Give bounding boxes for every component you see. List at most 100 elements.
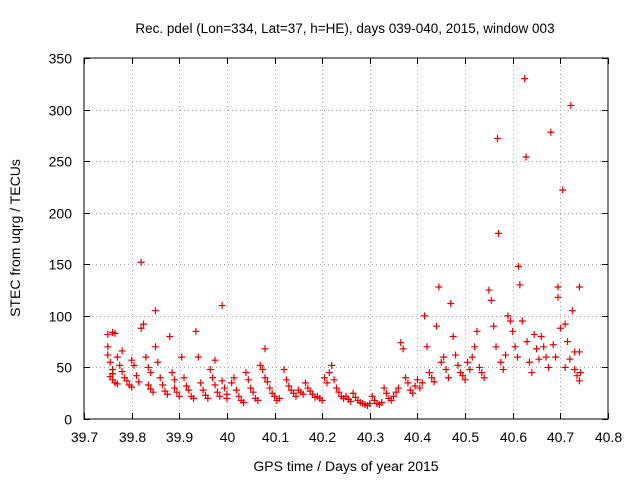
data-point (575, 283, 583, 291)
x-tick-label: 40.4 (404, 429, 431, 445)
data-point (368, 392, 376, 400)
data-point (347, 397, 355, 405)
data-point (118, 368, 126, 376)
data-point (475, 363, 483, 371)
data-point (240, 398, 248, 406)
axis-ticks: 39.7 39.8 39.9 40 40.1 40.2 40.3 40.4 40.5 40.6 40… (49, 51, 623, 446)
data-point (106, 358, 114, 366)
data-point (516, 281, 524, 289)
grid-lines (84, 58, 608, 419)
data-point (147, 369, 155, 377)
data-point (492, 343, 500, 351)
data-point (493, 134, 501, 142)
data-point (513, 353, 521, 361)
data-point (197, 379, 205, 387)
data-point (190, 394, 198, 402)
data-point (418, 379, 426, 387)
data-point (430, 378, 438, 386)
data-point (392, 388, 400, 396)
data-point (275, 394, 283, 402)
data-point (542, 353, 550, 361)
data-point (156, 374, 164, 382)
data-point (254, 396, 262, 404)
data-point (113, 380, 121, 388)
data-point (478, 369, 486, 377)
data-point (437, 358, 445, 366)
data-point (409, 389, 417, 397)
data-point (242, 369, 250, 377)
data-point (521, 75, 529, 83)
data-point (116, 361, 124, 369)
data-point (566, 355, 574, 363)
data-point (292, 392, 300, 400)
data-point (335, 388, 343, 396)
data-point (154, 358, 162, 366)
data-point (118, 347, 126, 355)
data-point (349, 389, 357, 397)
data-point (461, 376, 469, 384)
x-tick-label: 40.2 (309, 429, 336, 445)
data-point (216, 392, 224, 400)
data-point (137, 258, 145, 266)
data-point (576, 369, 584, 377)
data-point (166, 332, 174, 340)
data-point (568, 307, 576, 315)
data-point (506, 317, 514, 325)
data-point (159, 381, 167, 389)
data-point (397, 339, 405, 347)
data-point (537, 332, 545, 340)
data-point (235, 392, 243, 400)
y-axis-label: STEC from uqrg / TECUs (7, 159, 23, 317)
data-point (435, 283, 443, 291)
data-point (416, 384, 424, 392)
data-point (211, 381, 219, 389)
data-point (552, 353, 560, 361)
data-point (132, 372, 140, 380)
data-point (490, 322, 498, 330)
data-point (206, 365, 214, 373)
data-point (280, 365, 288, 373)
data-point (402, 374, 410, 382)
data-point (221, 384, 229, 392)
data-point (428, 374, 436, 382)
data-point (318, 396, 326, 404)
data-point (444, 374, 452, 382)
data-point (454, 361, 462, 369)
data-point (449, 332, 457, 340)
data-point (561, 363, 569, 371)
x-tick-label: 39.9 (166, 429, 193, 445)
data-point (299, 390, 307, 398)
x-tick-label: 40.3 (357, 429, 384, 445)
data-point (480, 374, 488, 382)
data-point (404, 379, 412, 387)
data-point (523, 338, 531, 346)
data-point (180, 374, 188, 382)
data-point (535, 355, 543, 363)
data-point (522, 153, 530, 161)
data-point (502, 351, 510, 359)
x-axis-label: GPS time / Days of year 2015 (253, 458, 438, 474)
data-point (104, 343, 112, 351)
x-tick-label: 40.7 (547, 429, 574, 445)
data-point (244, 376, 252, 384)
data-point (440, 353, 448, 361)
data-point (230, 374, 238, 382)
data-point (497, 358, 505, 366)
data-point (163, 390, 171, 398)
y-tick-label: 350 (49, 51, 73, 67)
data-point (575, 377, 583, 385)
data-point (259, 365, 267, 373)
y-tick-label: 50 (56, 360, 72, 376)
data-point (285, 382, 293, 390)
data-point (104, 351, 112, 359)
data-point (182, 382, 190, 390)
data-point (485, 286, 493, 294)
data-point (325, 369, 333, 377)
y-tick-label: 0 (64, 412, 72, 428)
y-tick-label: 250 (49, 154, 73, 170)
y-tick-label: 300 (49, 103, 73, 119)
data-point (463, 358, 471, 366)
data-point (228, 379, 236, 387)
y-tick-label: 200 (49, 206, 73, 222)
data-point (561, 320, 569, 328)
